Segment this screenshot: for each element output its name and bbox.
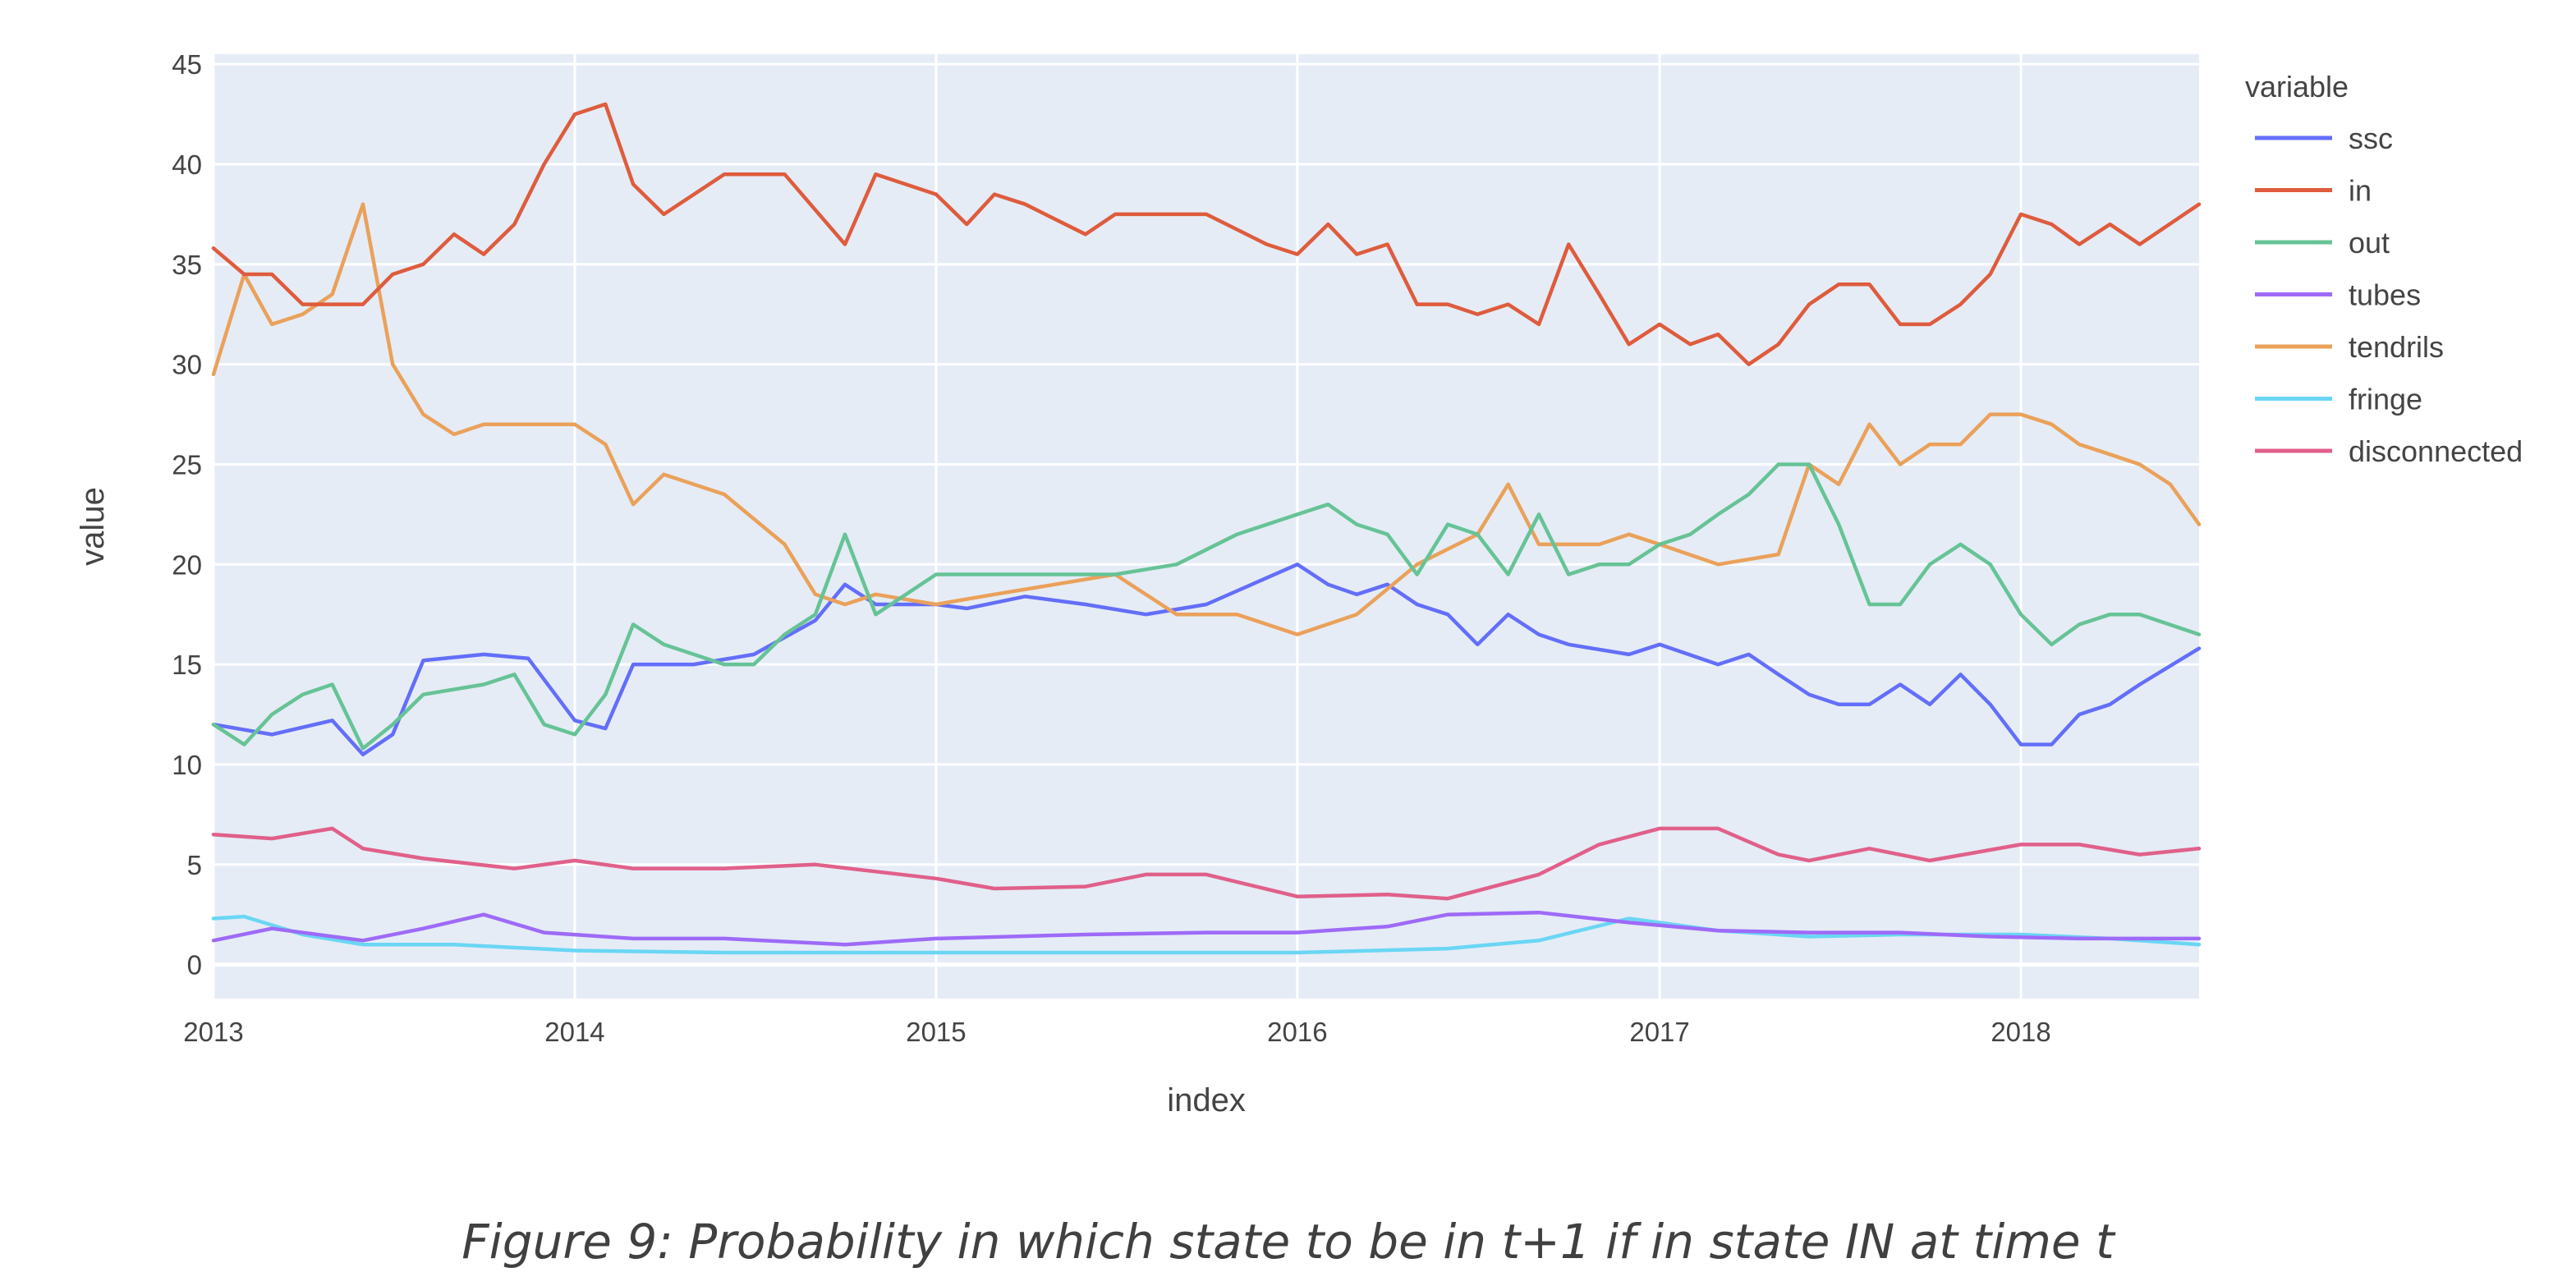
legend-item-ssc[interactable]: ssc	[2255, 122, 2393, 155]
series-line-out	[211, 462, 2202, 751]
x-tick-label: 2013	[183, 1017, 243, 1047]
legend-item-disconnected[interactable]: disconnected	[2255, 434, 2523, 468]
plot-background	[214, 54, 2199, 999]
y-axis-title: value	[75, 487, 111, 566]
series-line-tubes	[211, 910, 2202, 947]
line-chart: 0 5 10 15 20 25 30 35 40 45 2013 2014 2015 2016 2017 20…	[75, 49, 2523, 1118]
figure-caption: Figure 9: Probability in which state to …	[461, 1214, 2115, 1270]
legend-item-tubes[interactable]: tubes	[2255, 278, 2421, 312]
y-tick-label: 15	[172, 650, 202, 680]
legend-item-in[interactable]: in	[2255, 174, 2372, 208]
y-tick-label: 40	[172, 149, 202, 180]
legend-label: ssc	[2349, 122, 2393, 155]
legend-label: out	[2349, 226, 2390, 259]
y-tick-label: 5	[187, 850, 202, 880]
legend: variable ssc in out tubes tendrils fringe disc…	[2245, 70, 2523, 468]
legend-item-tendrils[interactable]: tendrils	[2255, 330, 2444, 364]
grid-lines	[212, 54, 2199, 999]
series-line-fringe	[211, 914, 2202, 955]
y-tick-label: 25	[172, 449, 202, 480]
series-line-ssc	[211, 563, 2202, 757]
axis-ticks: 0 5 10 15 20 25 30 35 40 45 2013 2014 2015 2016 2017 20…	[172, 49, 2050, 1047]
series-line-in	[211, 102, 2202, 366]
legend-label: disconnected	[2349, 434, 2523, 468]
x-axis-title: index	[1167, 1082, 1246, 1118]
y-tick-label: 35	[172, 250, 202, 280]
legend-label: tendrils	[2349, 330, 2444, 364]
y-tick-label: 0	[187, 950, 202, 981]
x-tick-label: 2017	[1629, 1017, 1689, 1047]
legend-label: fringe	[2349, 383, 2422, 416]
x-tick-label: 2018	[1991, 1017, 2050, 1047]
y-tick-label: 30	[172, 350, 202, 380]
x-tick-label: 2016	[1267, 1017, 1327, 1047]
x-tick-label: 2015	[906, 1017, 966, 1047]
legend-label: in	[2349, 174, 2372, 208]
legend-label: tubes	[2349, 278, 2421, 312]
legend-item-out[interactable]: out	[2255, 226, 2390, 259]
series-lines	[211, 102, 2202, 955]
y-tick-label: 20	[172, 549, 202, 580]
legend-item-fringe[interactable]: fringe	[2255, 383, 2422, 416]
y-tick-label: 45	[172, 49, 202, 80]
y-tick-label: 10	[172, 750, 202, 780]
series-line-disconnected	[211, 826, 2202, 901]
x-tick-label: 2014	[544, 1017, 604, 1047]
legend-title: variable	[2245, 70, 2349, 103]
series-line-tendrils	[211, 202, 2202, 636]
